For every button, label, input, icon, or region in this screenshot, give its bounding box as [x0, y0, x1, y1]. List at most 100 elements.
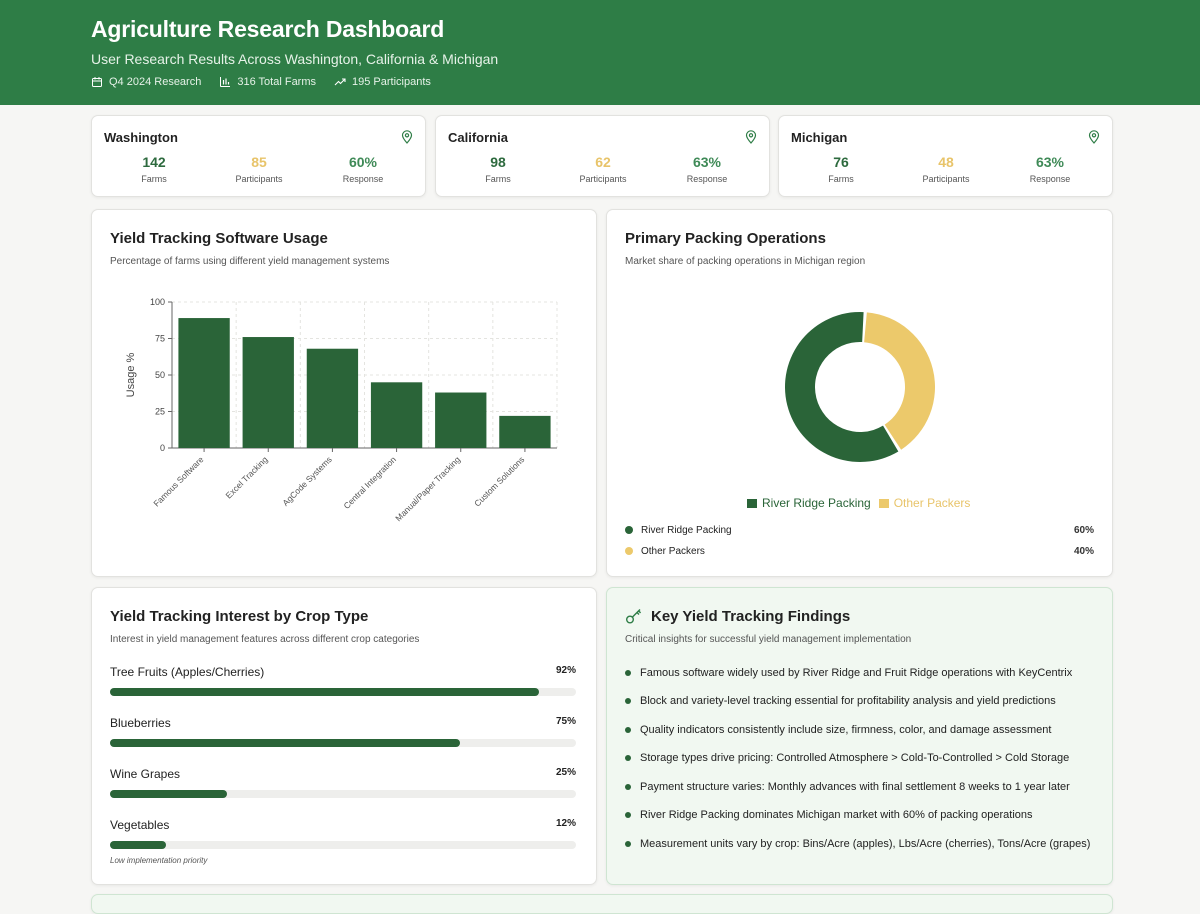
progress-fill [110, 790, 227, 798]
bar[interactable] [242, 337, 294, 448]
packing-operations-card: Primary Packing Operations Market share … [606, 209, 1113, 577]
bullet-icon [625, 698, 631, 704]
bar[interactable] [306, 348, 359, 448]
legend-swatch [878, 498, 889, 508]
bullet-icon [625, 784, 631, 790]
crop-item: Wine Grapes 25% [110, 767, 576, 798]
software-bar-chart: 0 25 50 75 100 Famous Software Excel Tracking A… [125, 297, 558, 523]
region-card-washington: Washington 142 Farms 85 Participants 60% Re… [91, 115, 426, 197]
stat-participants: 85 Participants [235, 154, 283, 184]
key-icon [626, 609, 642, 624]
progress-fill [110, 841, 166, 849]
x-tick-label: Excel Tracking [224, 454, 270, 500]
meta-period: Q4 2024 Research [91, 76, 201, 88]
stat-farms: 98 Farms [485, 154, 511, 184]
bar[interactable] [435, 392, 487, 448]
y-tick-label: 0 [160, 443, 165, 453]
finding-item: Block and variety-level tracking essenti… [625, 695, 1112, 707]
legend-item-other-packers[interactable]: Other Packers [878, 496, 970, 510]
stat-response: 63% Response [686, 154, 728, 184]
x-tick-label: Manual/Paper Tracking [393, 454, 462, 523]
calendar-icon [92, 77, 102, 87]
stat-farms: 76 Farms [828, 154, 854, 184]
donut-slice[interactable] [864, 312, 935, 450]
river-ridge-dot [625, 526, 633, 534]
page-title: Agriculture Research Dashboard [91, 16, 445, 42]
map-pin-icon [401, 130, 413, 144]
progress-fill [110, 739, 460, 747]
y-tick-label: 50 [155, 370, 165, 380]
y-tick-label: 100 [150, 297, 165, 307]
crop-item: Tree Fruits (Apples/Cherries) 92% [110, 665, 576, 696]
key-findings-card: Key Yield Tracking Findings Critical ins… [606, 587, 1113, 885]
y-axis-label: Usage % [125, 352, 137, 397]
x-tick-label: AgCode Systems [280, 454, 334, 508]
bullet-icon [625, 670, 631, 676]
region-card-michigan: Michigan 76 Farms 48 Participants 63% Respo… [778, 115, 1113, 197]
trending-up-icon [334, 78, 346, 86]
progress-track [110, 841, 576, 849]
next-card-edge [91, 894, 1113, 914]
bullet-icon [625, 727, 631, 733]
stat-response: 60% Response [342, 154, 384, 184]
progress-track [110, 688, 576, 696]
page-subtitle: User Research Results Across Washington,… [91, 51, 499, 67]
crop-item: Blueberries 75% [110, 716, 576, 747]
bar[interactable] [178, 318, 230, 448]
x-tick-label: Custom Solutions [472, 454, 526, 508]
y-tick-label: 25 [155, 407, 165, 417]
finding-item: Quality indicators consistently include … [625, 724, 1112, 736]
software-usage-card: Yield Tracking Software Usage Percentage… [91, 209, 597, 577]
progress-track [110, 790, 576, 798]
crop-item: Vegetables 12% Low implementation priorit… [110, 818, 576, 865]
map-pin-icon [1088, 130, 1100, 144]
finding-item: Famous software widely used by River Rid… [625, 667, 1112, 679]
x-tick-label: Central Integration [341, 454, 398, 511]
crop-note: Low implementation priority [110, 856, 208, 865]
stat-farms: 142 Farms [141, 154, 167, 184]
finding-item: River Ridge Packing dominates Michigan m… [625, 809, 1112, 821]
other-packers-dot [625, 547, 633, 555]
card-subtitle: Interest in yield management features ac… [110, 634, 420, 645]
crop-interest-card: Yield Tracking Interest by Crop Type Int… [91, 587, 597, 885]
stat-response: 63% Response [1029, 154, 1071, 184]
card-title: Key Yield Tracking Findings [651, 608, 851, 625]
bar[interactable] [499, 415, 551, 448]
legend-swatch [747, 498, 757, 508]
bar-chart-icon [220, 77, 231, 87]
finding-item: Measurement units vary by crop: Bins/Acr… [625, 838, 1112, 850]
stat-participants: 48 Participants [922, 154, 970, 184]
card-subtitle: Critical insights for successful yield m… [625, 634, 912, 645]
region-card-california: California 98 Farms 62 Participants 63% Res… [435, 115, 770, 197]
bar[interactable] [370, 382, 423, 448]
finding-item: Payment structure varies: Monthly advanc… [625, 781, 1112, 793]
card-title: Yield Tracking Interest by Crop Type [110, 608, 369, 625]
bullet-icon [625, 812, 631, 818]
packing-row: Other Packers 40% [625, 543, 1094, 559]
meta-participants: 195 Participants [334, 76, 431, 88]
x-tick-label: Famous Software [151, 454, 205, 508]
finding-item: Storage types drive pricing: Controlled … [625, 752, 1112, 764]
card-subtitle: Market share of packing operations in Mi… [625, 256, 866, 267]
card-title: Yield Tracking Software Usage [110, 230, 328, 247]
bullet-icon [625, 841, 631, 847]
card-title: Primary Packing Operations [625, 230, 826, 247]
progress-track [110, 739, 576, 747]
header-meta: Q4 2024 Research 316 Total Farms 195 Par… [91, 76, 1109, 88]
donut-slice[interactable] [785, 312, 899, 462]
bullet-icon [625, 755, 631, 761]
stat-participants: 62 Participants [579, 154, 627, 184]
y-tick-label: 75 [155, 334, 165, 344]
legend-item-river-ridge[interactable]: River Ridge Packing [747, 496, 871, 510]
meta-farms: 316 Total Farms [219, 76, 316, 88]
card-subtitle: Percentage of farms using different yiel… [110, 256, 390, 267]
dashboard-header: Agriculture Research Dashboard User Rese… [0, 0, 1200, 105]
region-name: California [448, 130, 508, 145]
packing-donut-chart [785, 312, 935, 462]
progress-fill [110, 688, 539, 696]
map-pin-icon [745, 130, 757, 144]
packing-row: River Ridge Packing 60% [625, 522, 1094, 538]
region-name: Michigan [791, 130, 848, 145]
region-name: Washington [104, 130, 178, 145]
chart-legend: River Ridge Packing Other Packers [747, 496, 970, 510]
